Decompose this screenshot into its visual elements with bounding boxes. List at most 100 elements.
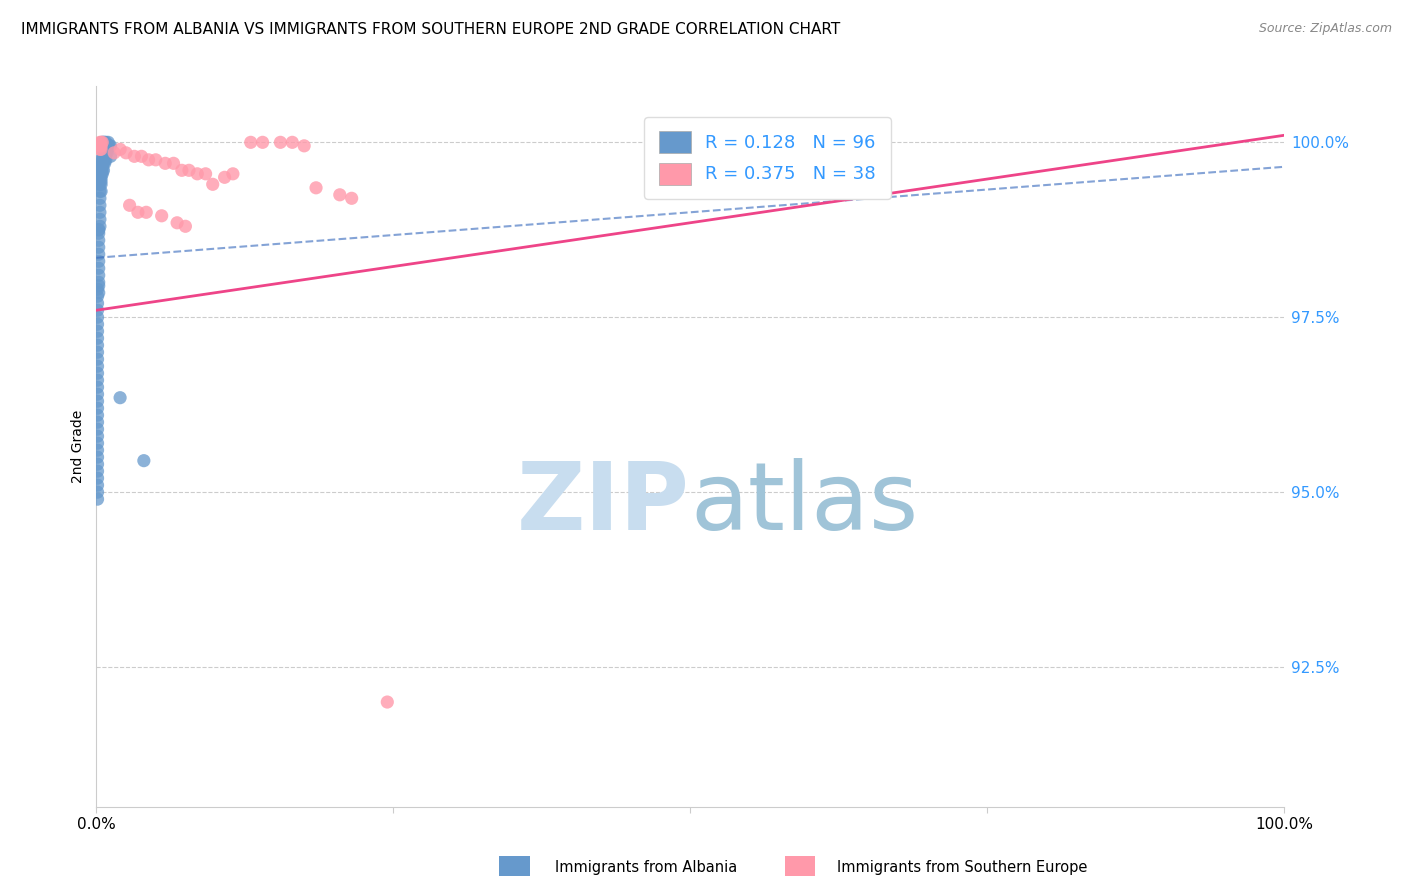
Point bbox=[90, 170, 112, 185]
Point bbox=[94, 138, 117, 153]
Point bbox=[89, 142, 111, 156]
Point bbox=[94, 153, 117, 167]
Point bbox=[86, 324, 108, 338]
Point bbox=[86, 429, 108, 443]
Point bbox=[131, 149, 153, 163]
Point bbox=[86, 464, 108, 478]
Point bbox=[87, 227, 110, 241]
Point bbox=[86, 471, 108, 485]
Text: Source: ZipAtlas.com: Source: ZipAtlas.com bbox=[1258, 22, 1392, 36]
Point bbox=[87, 285, 110, 300]
Point bbox=[292, 138, 315, 153]
Point bbox=[86, 380, 108, 394]
Point bbox=[87, 233, 110, 247]
Point bbox=[87, 261, 110, 276]
Text: Immigrants from Southern Europe: Immigrants from Southern Europe bbox=[837, 860, 1087, 874]
Point bbox=[89, 178, 111, 192]
Point bbox=[91, 136, 114, 150]
Point bbox=[87, 278, 110, 293]
Point bbox=[170, 163, 193, 178]
Point bbox=[86, 366, 108, 380]
Point bbox=[124, 149, 146, 163]
Point bbox=[281, 136, 304, 150]
Point bbox=[97, 136, 120, 150]
Point bbox=[194, 167, 217, 181]
Point bbox=[89, 138, 111, 153]
Point bbox=[86, 317, 108, 331]
Point bbox=[96, 138, 118, 153]
Text: IMMIGRANTS FROM ALBANIA VS IMMIGRANTS FROM SOUTHERN EUROPE 2ND GRADE CORRELATION: IMMIGRANTS FROM ALBANIA VS IMMIGRANTS FR… bbox=[21, 22, 841, 37]
Point bbox=[94, 142, 117, 156]
Point bbox=[90, 184, 112, 198]
Point bbox=[87, 247, 110, 261]
Point bbox=[86, 352, 108, 367]
Point bbox=[93, 142, 115, 156]
Point bbox=[329, 187, 352, 202]
Point bbox=[86, 450, 108, 465]
Point bbox=[89, 184, 111, 198]
Point bbox=[86, 373, 108, 387]
Point bbox=[86, 359, 108, 374]
Point bbox=[89, 219, 111, 234]
Point bbox=[89, 198, 111, 212]
Point bbox=[375, 695, 398, 709]
Point bbox=[86, 303, 108, 318]
Point bbox=[166, 216, 188, 230]
Point bbox=[91, 163, 114, 178]
Point bbox=[201, 178, 224, 192]
Point bbox=[93, 156, 115, 170]
Point bbox=[93, 156, 115, 170]
Point bbox=[145, 153, 167, 167]
Point bbox=[90, 167, 112, 181]
Point bbox=[340, 191, 363, 205]
Point bbox=[86, 422, 108, 436]
Point bbox=[91, 167, 114, 181]
Point bbox=[93, 145, 115, 160]
Legend: R = 0.128   N = 96, R = 0.375   N = 38: R = 0.128 N = 96, R = 0.375 N = 38 bbox=[644, 117, 890, 199]
Point bbox=[91, 160, 114, 174]
Point bbox=[93, 136, 115, 150]
Point bbox=[89, 163, 111, 178]
Point bbox=[100, 149, 122, 163]
Point bbox=[91, 153, 114, 167]
Point bbox=[87, 254, 110, 268]
Point bbox=[97, 138, 120, 153]
Point bbox=[91, 142, 114, 156]
Point bbox=[86, 436, 108, 450]
Point bbox=[252, 136, 274, 150]
Point bbox=[186, 167, 208, 181]
Point bbox=[138, 153, 160, 167]
Point bbox=[89, 167, 111, 181]
Point bbox=[222, 167, 245, 181]
Text: Immigrants from Albania: Immigrants from Albania bbox=[555, 860, 738, 874]
Point bbox=[90, 142, 112, 156]
Point bbox=[86, 345, 108, 359]
Point bbox=[86, 296, 108, 310]
Point bbox=[89, 170, 111, 185]
Point bbox=[86, 289, 108, 303]
Point bbox=[89, 212, 111, 227]
Point bbox=[94, 136, 117, 150]
Y-axis label: 2nd Grade: 2nd Grade bbox=[72, 410, 86, 483]
Point bbox=[115, 145, 138, 160]
Point bbox=[86, 492, 108, 507]
Point bbox=[108, 391, 131, 405]
Point bbox=[86, 408, 108, 422]
Point bbox=[86, 401, 108, 416]
Point bbox=[91, 156, 114, 170]
Point bbox=[239, 136, 262, 150]
Point bbox=[89, 205, 111, 219]
Point bbox=[90, 136, 112, 150]
Point bbox=[86, 457, 108, 471]
Point bbox=[87, 223, 110, 237]
Point bbox=[90, 153, 112, 167]
Point bbox=[93, 149, 115, 163]
Point bbox=[86, 415, 108, 429]
Text: ZIP: ZIP bbox=[517, 458, 690, 550]
Point bbox=[93, 163, 115, 178]
Point bbox=[98, 138, 121, 153]
Point bbox=[90, 174, 112, 188]
Point bbox=[269, 136, 291, 150]
Point bbox=[103, 145, 125, 160]
Point bbox=[89, 136, 111, 150]
